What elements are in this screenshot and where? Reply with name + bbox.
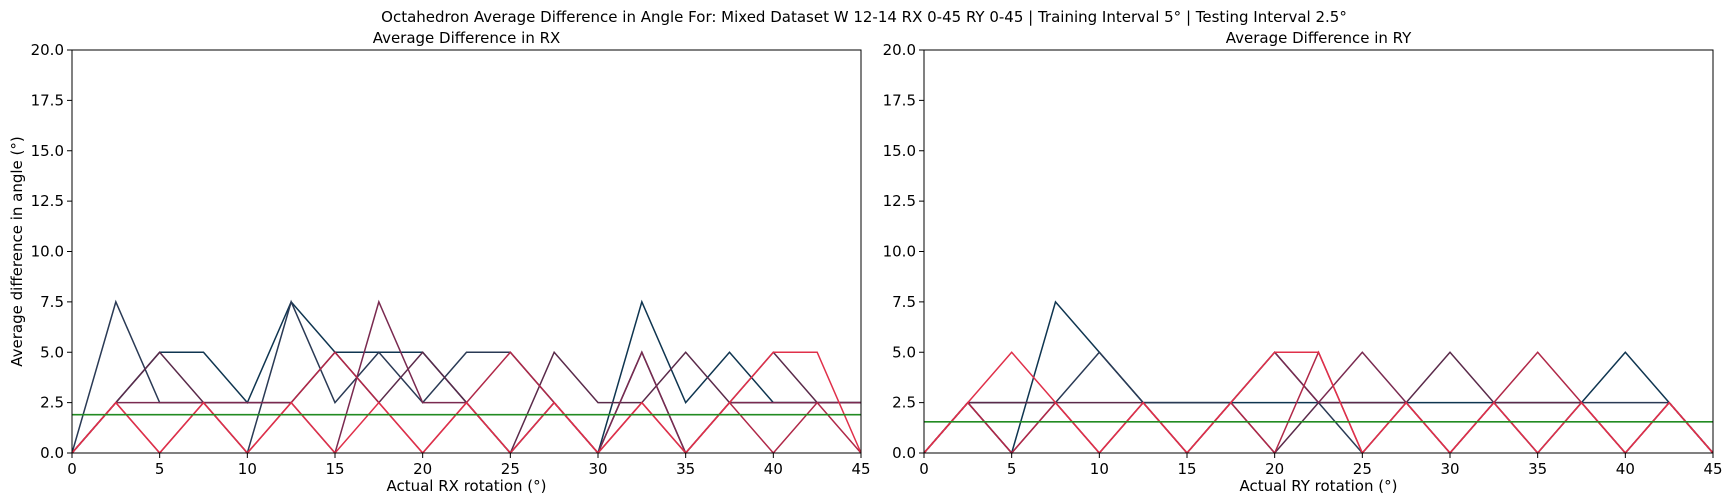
rx-x-axis-label: Actual RX rotation (°) [386, 477, 546, 495]
rx-series-line-2 [71, 299, 861, 455]
rx-x-tick-label: 25 [501, 460, 520, 478]
rx-x-tick-label: 30 [588, 460, 607, 478]
rx-y-tick-label: 0.0 [40, 444, 64, 462]
ry-chart-panel: Average Difference in RY 0 5 10 15 20 25 30 35 40… [883, 29, 1723, 495]
rx-x-tick-label: 45 [851, 460, 870, 478]
rx-x-tick-label: 10 [238, 460, 257, 478]
rx-y-axis-label: Average difference in angle (°) [8, 136, 26, 366]
ry-x-tick-label: 25 [1353, 460, 1372, 478]
ry-x-tick-label: 5 [1007, 460, 1017, 478]
ry-series-line-6 [923, 351, 1714, 455]
rx-series-line-6 [71, 351, 862, 455]
rx-y-tick-label: 2.5 [40, 394, 64, 412]
rx-x-tick-label: 40 [764, 460, 783, 478]
rx-series-line-4 [71, 299, 861, 455]
rx-y-tick-label: 15.0 [31, 142, 64, 160]
rx-x-tick-label: 35 [676, 460, 695, 478]
ry-y-tick-label: 12.5 [883, 192, 916, 210]
ry-x-tick-label: 40 [1616, 460, 1635, 478]
ry-x-tick-label: 45 [1703, 460, 1722, 478]
rx-y-tick-label: 5.0 [40, 343, 64, 361]
ry-x-tick-label: 35 [1528, 460, 1547, 478]
ry-x-tick-label: 20 [1265, 460, 1284, 478]
ry-x-tick-label: 0 [919, 460, 929, 478]
rx-x-tick-label: 5 [155, 460, 165, 478]
rx-x-tick-label: 15 [325, 460, 344, 478]
rx-y-tick-label: 12.5 [31, 192, 64, 210]
rx-chart-panel: Average Difference in RX 0 5 10 15 20 25 30 35 40… [8, 29, 871, 495]
rx-y-tick-label: 10.0 [31, 243, 64, 261]
ry-y-tick-label: 0.0 [892, 444, 916, 462]
rx-series-line-1 [71, 299, 861, 455]
ry-plot-frame [923, 49, 1714, 454]
ry-y-tick-label: 17.5 [883, 91, 916, 109]
ry-series-line-1 [923, 300, 1714, 455]
ry-x-axis-label: Actual RY rotation (°) [1240, 477, 1398, 495]
rx-x-tick-label: 20 [413, 460, 432, 478]
ry-x-tick-label: 10 [1090, 460, 1109, 478]
ry-y-tick-label: 15.0 [883, 142, 916, 160]
ry-chart-title: Average Difference in RY [1226, 29, 1412, 47]
rx-plot-frame [71, 49, 862, 454]
rx-y-tick-label: 17.5 [31, 91, 64, 109]
rx-y-tick-label: 7.5 [40, 293, 64, 311]
figure-title: Octahedron Average Difference in Angle F… [381, 8, 1347, 26]
rx-x-tick-label: 0 [67, 460, 77, 478]
rx-chart-title: Average Difference in RX [373, 29, 561, 47]
ry-y-tick-label: 7.5 [892, 293, 916, 311]
ry-y-tick-label: 10.0 [883, 243, 916, 261]
ry-x-tick-label: 30 [1440, 460, 1459, 478]
ry-y-tick-label: 2.5 [892, 394, 916, 412]
ry-y-tick-label: 5.0 [892, 343, 916, 361]
ry-x-tick-label: 15 [1177, 460, 1196, 478]
ry-y-tick-label: 20.0 [883, 41, 916, 59]
rx-y-tick-label: 20.0 [31, 41, 64, 59]
